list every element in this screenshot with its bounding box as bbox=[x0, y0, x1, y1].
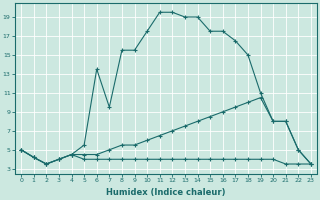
X-axis label: Humidex (Indice chaleur): Humidex (Indice chaleur) bbox=[106, 188, 226, 197]
